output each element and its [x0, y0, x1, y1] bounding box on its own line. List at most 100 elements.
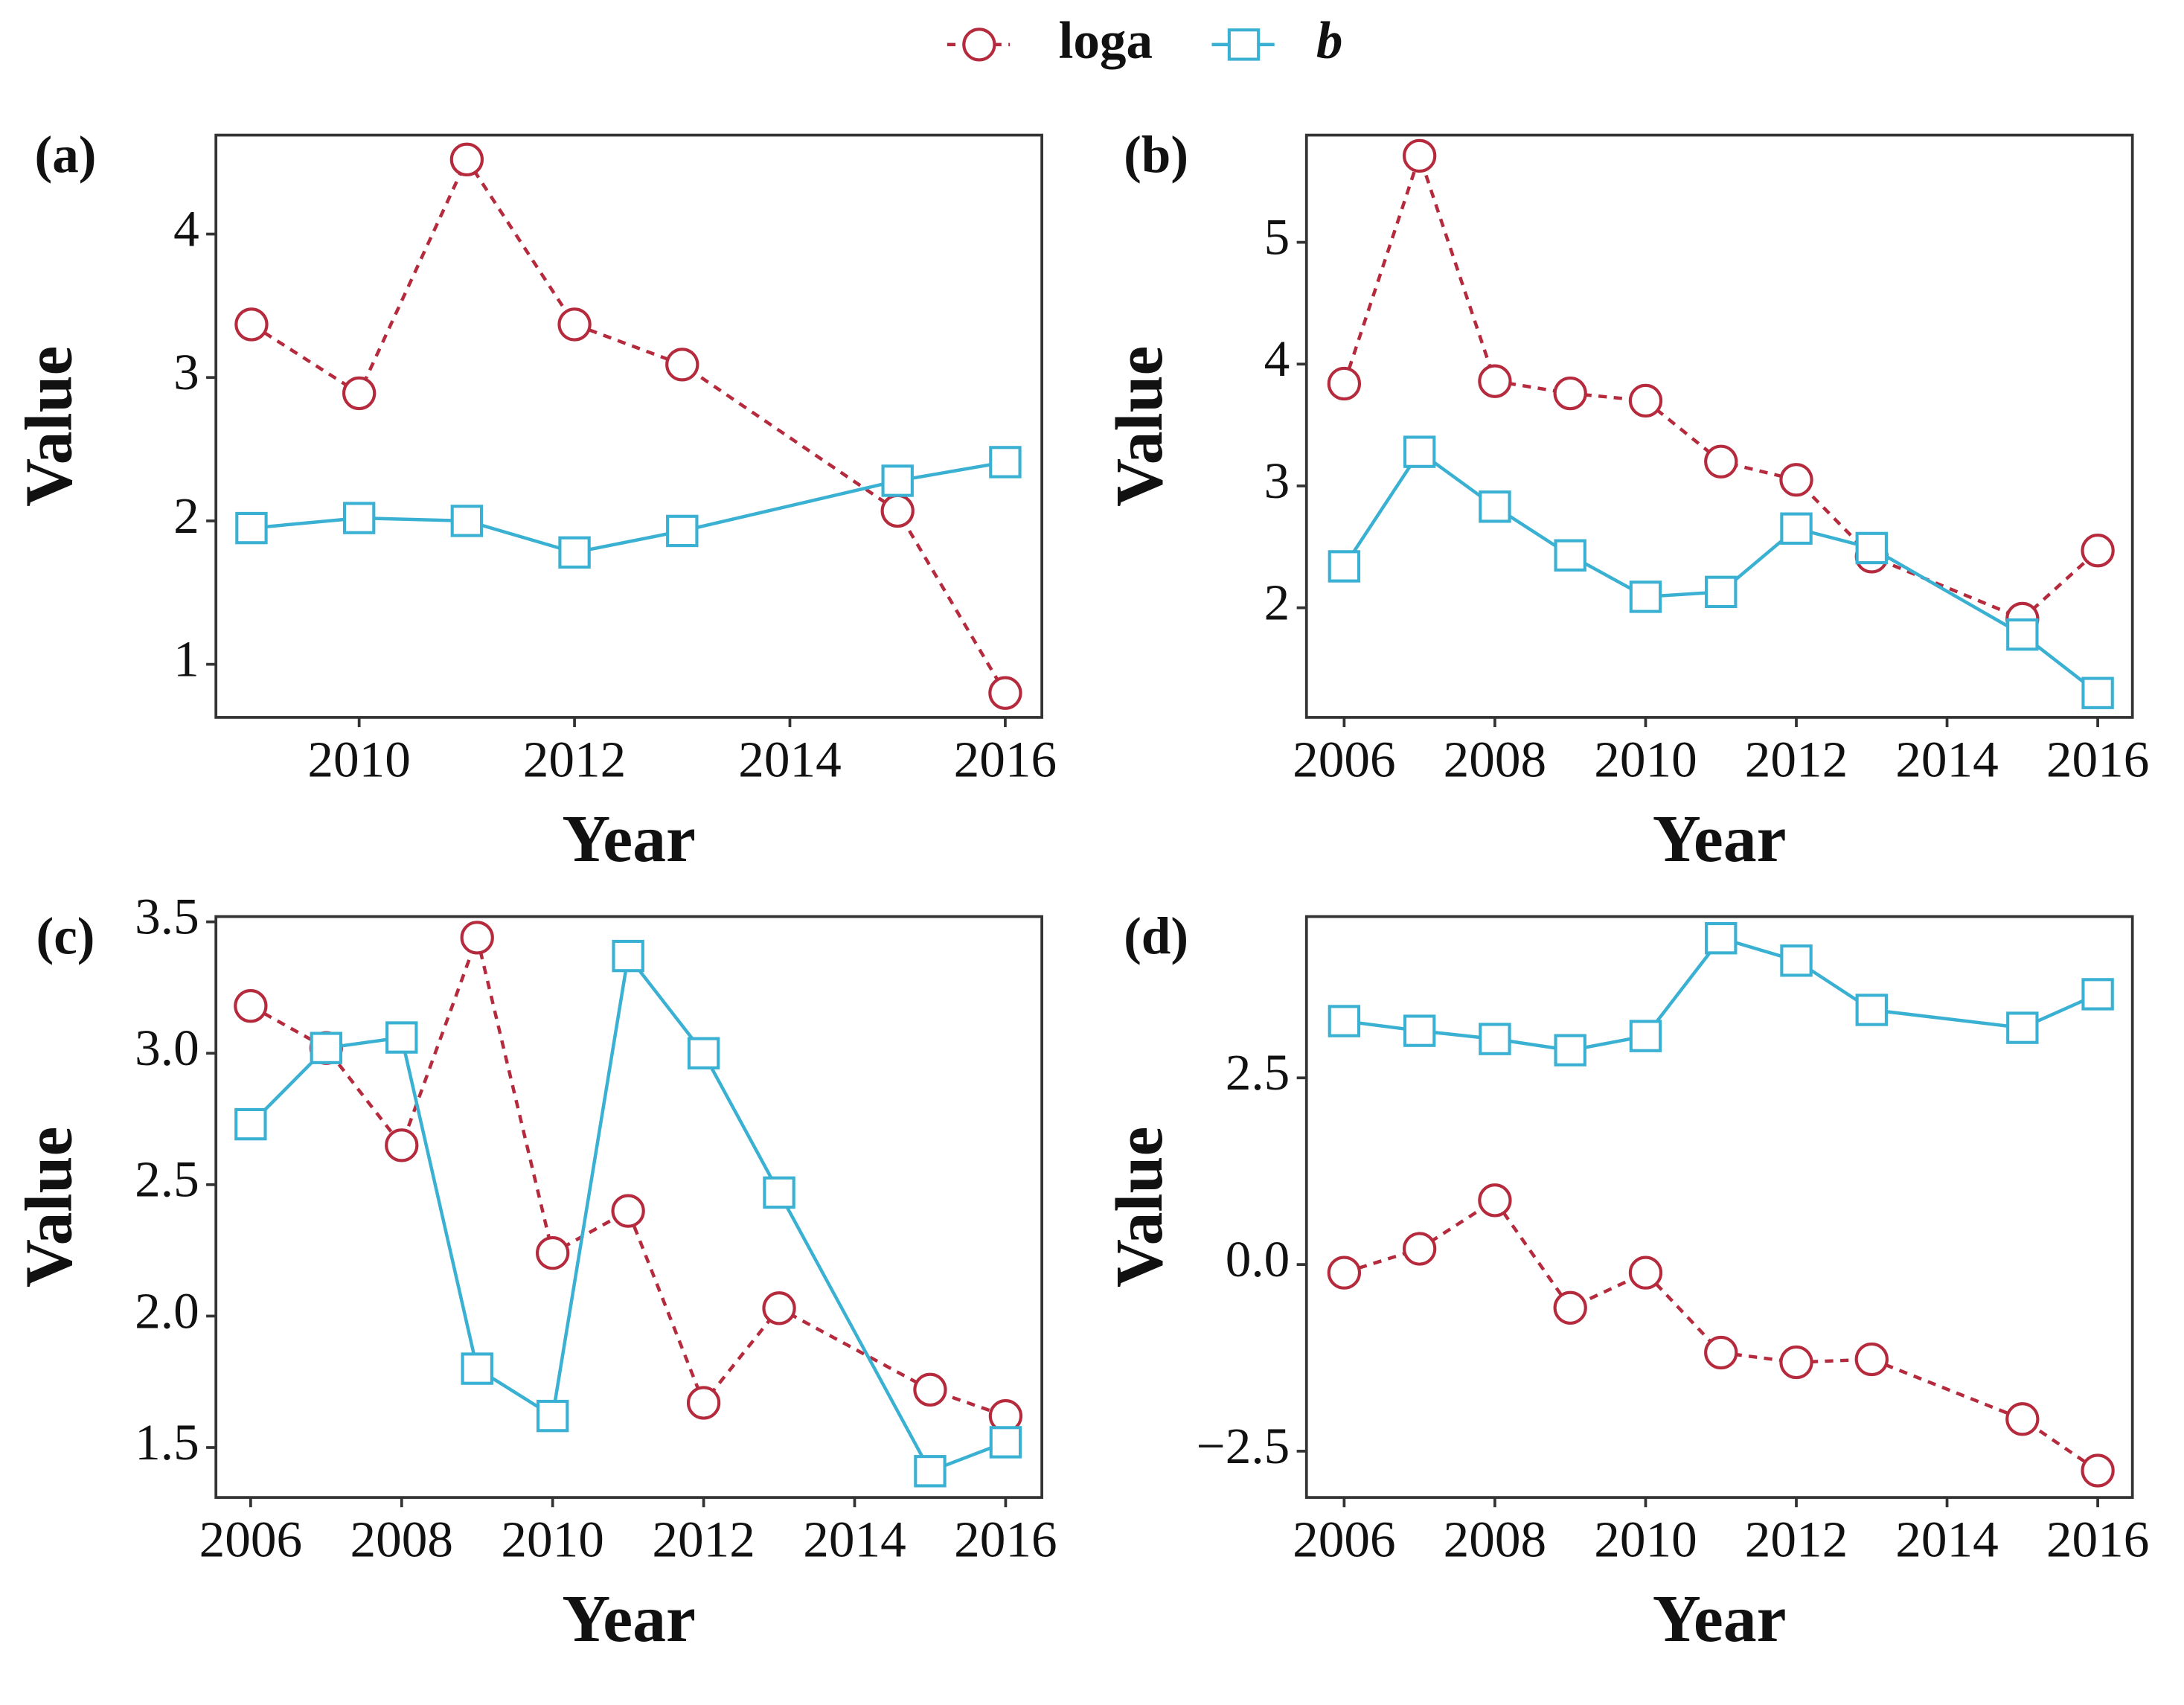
marker [1705, 575, 1738, 609]
x-tick-label: 2016 [954, 730, 1057, 787]
marker [612, 939, 644, 973]
y-tick-label: 3.5 [135, 888, 199, 945]
marker [1854, 1342, 1889, 1377]
marker [449, 142, 484, 176]
marker [1328, 550, 1361, 583]
x-tick-label: 2012 [1745, 730, 1848, 787]
marker [1704, 1335, 1738, 1370]
marker [1554, 539, 1586, 572]
marker [913, 1372, 947, 1407]
y-axis-title: Value [1103, 346, 1176, 507]
x-tick-label: 2006 [199, 1511, 303, 1568]
marker [235, 511, 268, 545]
marker [2005, 1402, 2040, 1436]
plot-frame [214, 915, 1043, 1499]
marker [342, 376, 377, 411]
marker [2081, 534, 2115, 568]
marker [310, 1031, 343, 1064]
marker [881, 464, 914, 497]
marker [234, 1107, 267, 1141]
marker [557, 307, 592, 342]
marker [1705, 921, 1738, 955]
marker [1855, 531, 1888, 565]
marker [1478, 1183, 1512, 1218]
y-tick-label: 2.5 [1226, 1043, 1290, 1101]
marker [385, 1021, 418, 1054]
marker [762, 1291, 796, 1325]
marker [2081, 1453, 2115, 1488]
x-tick-label: 2016 [2046, 730, 2150, 787]
panel-label: (b) [1124, 127, 1188, 185]
marker [1479, 490, 1511, 523]
x-tick-label: 2014 [1895, 730, 1999, 787]
marker [1629, 1020, 1662, 1052]
marker [450, 505, 484, 537]
marker [1478, 364, 1512, 398]
y-tick-label: 2.5 [135, 1151, 199, 1208]
marker [1780, 512, 1813, 545]
marker [687, 1037, 720, 1069]
marker [342, 502, 376, 534]
marker [1328, 1005, 1361, 1037]
marker [1628, 1255, 1663, 1290]
marker [914, 1455, 947, 1488]
marker [1553, 1290, 1587, 1325]
marker [1780, 944, 1813, 977]
y-axis-title: Value [1103, 1127, 1176, 1287]
marker [1779, 1345, 1813, 1380]
y-tick-label: 4 [173, 199, 199, 257]
x-tick-label: 2008 [350, 1511, 453, 1568]
marker [666, 514, 699, 548]
x-axis-title: Year [1653, 802, 1787, 876]
y-tick-label: 3.0 [135, 1019, 199, 1076]
marker [1327, 366, 1362, 401]
marker [1479, 1023, 1511, 1055]
y-axis-title: Value [13, 1127, 86, 1287]
x-tick-label: 2010 [1594, 730, 1697, 787]
x-tick-label: 2012 [523, 730, 627, 787]
x-tick-label: 2006 [1293, 730, 1396, 787]
marker [1554, 1034, 1586, 1066]
marker [536, 1236, 570, 1270]
marker [1403, 435, 1436, 468]
x-tick-label: 2008 [1444, 730, 1546, 787]
marker [1403, 138, 1437, 173]
marker [611, 1194, 645, 1228]
series-line [1342, 150, 2099, 621]
marker [558, 536, 591, 569]
marker [2006, 618, 2039, 651]
marker [234, 989, 268, 1023]
legend-marker [1227, 28, 1261, 61]
marker [665, 348, 699, 382]
series-line [1344, 936, 2099, 1052]
y-tick-label: 0.0 [1226, 1230, 1290, 1287]
marker [1704, 444, 1738, 479]
marker [2081, 978, 2114, 1011]
x-tick-label: 2012 [1745, 1511, 1848, 1568]
x-axis-title: Year [562, 1582, 696, 1656]
y-tick-label: −2.5 [1197, 1417, 1290, 1474]
marker [763, 1176, 795, 1209]
legend-label: loga [1059, 12, 1153, 70]
series-line [1343, 1197, 2099, 1472]
x-tick-label: 2014 [803, 1511, 906, 1568]
series-line [249, 932, 1007, 1418]
x-tick-label: 2008 [1444, 1511, 1546, 1568]
y-tick-label: 2 [173, 487, 199, 544]
marker [234, 307, 269, 342]
x-axis-title: Year [1653, 1582, 1787, 1656]
x-tick-label: 2014 [1895, 1511, 1999, 1568]
legend-label: b [1316, 12, 1343, 70]
marker [880, 493, 915, 528]
marker [536, 1399, 569, 1433]
series-line [249, 952, 1007, 1474]
y-tick-label: 5 [1264, 208, 1290, 265]
x-tick-label: 2010 [1594, 1511, 1697, 1568]
x-tick-label: 2010 [501, 1511, 604, 1568]
y-tick-label: 1 [173, 630, 199, 688]
marker [1628, 383, 1663, 418]
x-tick-label: 2012 [652, 1511, 755, 1568]
y-tick-label: 3 [173, 343, 199, 400]
